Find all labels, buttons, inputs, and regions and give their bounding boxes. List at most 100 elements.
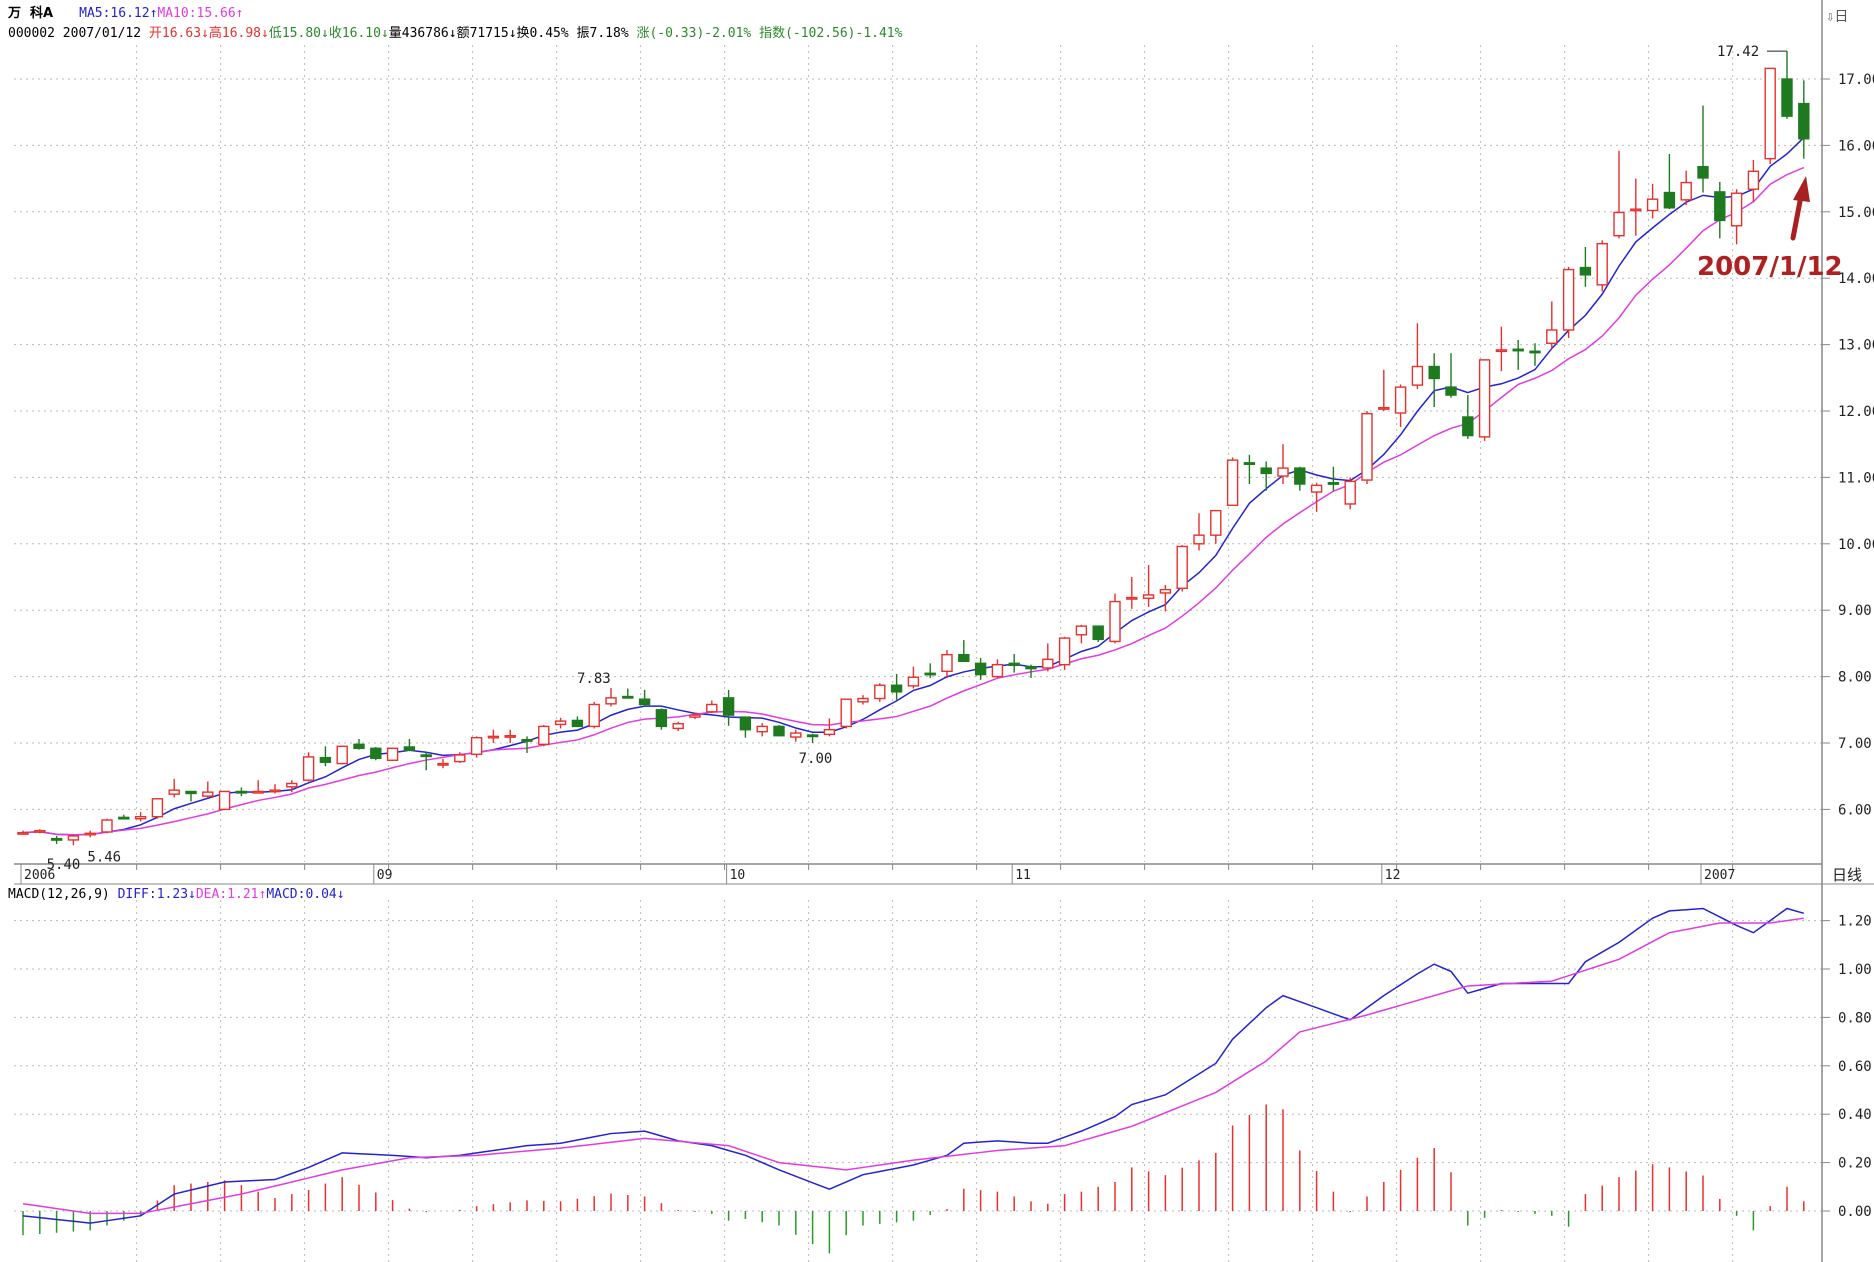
candle-body: [622, 695, 634, 699]
candle-body: [756, 725, 768, 733]
price-tick-label: 14.00: [1838, 271, 1874, 287]
candle-body: [1512, 348, 1524, 352]
candle-body: [1411, 365, 1424, 386]
candle: [504, 729, 516, 743]
ma10-line: [22, 166, 1805, 836]
candle: [1176, 545, 1188, 592]
low-price-label: 5.40: [47, 857, 81, 873]
candle-body: [1478, 359, 1491, 438]
open-price: 开16.63↓: [148, 26, 209, 41]
candle: [857, 695, 869, 705]
candle: [1361, 411, 1373, 485]
candle: [1529, 343, 1541, 366]
candle-body: [487, 735, 500, 739]
candle-body: [218, 790, 231, 811]
candle: [101, 818, 113, 834]
dea-line: [22, 917, 1804, 1215]
candle-body: [857, 697, 869, 703]
header-line-1: 万 科A MA5:16.12↑MA10:15.66↑: [8, 6, 244, 22]
candle-body: [689, 714, 701, 718]
candle: [50, 835, 63, 844]
candle-body: [1159, 588, 1172, 594]
candle-body: [1747, 170, 1760, 190]
price-tick-label: 7.00: [1838, 736, 1872, 752]
candle-body: [1361, 412, 1373, 481]
candle: [252, 780, 264, 794]
candle-body: [538, 725, 550, 746]
candle: [386, 747, 399, 761]
arrow-icon: [1790, 193, 1804, 241]
candle: [1109, 593, 1121, 644]
stock-code: 000002: [8, 26, 55, 41]
candle: [1210, 509, 1222, 544]
candle: [941, 650, 953, 678]
candle-body: [1142, 594, 1155, 599]
candle-body: [874, 684, 886, 700]
candle-body: [1562, 268, 1575, 331]
amount: 额71715↓: [456, 26, 517, 41]
price-tick-label: 16.00: [1838, 138, 1874, 154]
candle-body: [403, 746, 416, 752]
candle: [1008, 654, 1020, 673]
candle-body: [1613, 211, 1625, 237]
candle: [1025, 664, 1037, 678]
candle-body: [907, 676, 920, 687]
volume: 量436786↓: [388, 26, 457, 41]
candle-body: [1394, 386, 1407, 414]
candle-body: [1176, 545, 1188, 589]
candle: [1142, 565, 1155, 607]
candle: [638, 689, 651, 707]
moving-averages: [22, 137, 1805, 836]
close-price: 收16.10↓: [328, 26, 389, 41]
candle-body: [101, 819, 113, 833]
candle: [1663, 154, 1676, 210]
candle: [1411, 323, 1424, 390]
low-price-label: 5.46: [87, 849, 121, 865]
high-price: 高16.98↓: [208, 26, 269, 41]
macd-header: MACD(12,26,9) DIFF:1.23↓DEA:1.21↑MACD:0.…: [8, 887, 345, 902]
turnover: 换0.45%: [516, 26, 569, 41]
candle: [991, 659, 1004, 678]
candle: [1394, 384, 1407, 427]
candle: [1075, 624, 1088, 644]
candle: [1327, 466, 1340, 491]
candle-body: [235, 790, 248, 794]
candle-body: [1109, 600, 1121, 643]
candle-body: [1630, 208, 1642, 212]
date-annotation: 2007/1/12: [1697, 176, 1843, 282]
candle-body: [1075, 625, 1088, 636]
candle: [689, 712, 701, 720]
candle-body: [1798, 102, 1810, 140]
candle-body: [1764, 67, 1776, 160]
candle: [823, 718, 836, 737]
candle: [185, 790, 197, 802]
candle-body: [420, 754, 432, 758]
candle-body: [1310, 484, 1323, 493]
low-price: 低15.80↓: [268, 26, 329, 41]
candle-body: [1428, 365, 1440, 380]
candle-body: [1193, 534, 1205, 545]
candle-body: [1781, 78, 1793, 117]
candle: [1562, 266, 1575, 338]
candlesticks: [17, 51, 1810, 846]
date-label: 10: [730, 868, 746, 883]
chart-mode-icons[interactable]: ⇩日: [1826, 9, 1849, 25]
candle-body: [34, 829, 46, 833]
candle: [437, 758, 449, 769]
period-label[interactable]: 日线: [1832, 866, 1862, 884]
candle: [1714, 181, 1726, 239]
candle-body: [269, 789, 281, 793]
candle-body: [823, 729, 836, 736]
candle-body: [806, 734, 819, 738]
candle-body: [1294, 467, 1306, 485]
candle-body: [672, 723, 684, 730]
candle-body: [1058, 637, 1071, 666]
candle-body: [1462, 416, 1474, 437]
candle: [1798, 80, 1810, 159]
candle: [1630, 178, 1642, 236]
candle: [353, 739, 365, 750]
ma5-value: MA5:16.12↑: [79, 6, 158, 21]
amplitude: 振7.18%: [576, 26, 629, 41]
candle: [1428, 353, 1440, 408]
